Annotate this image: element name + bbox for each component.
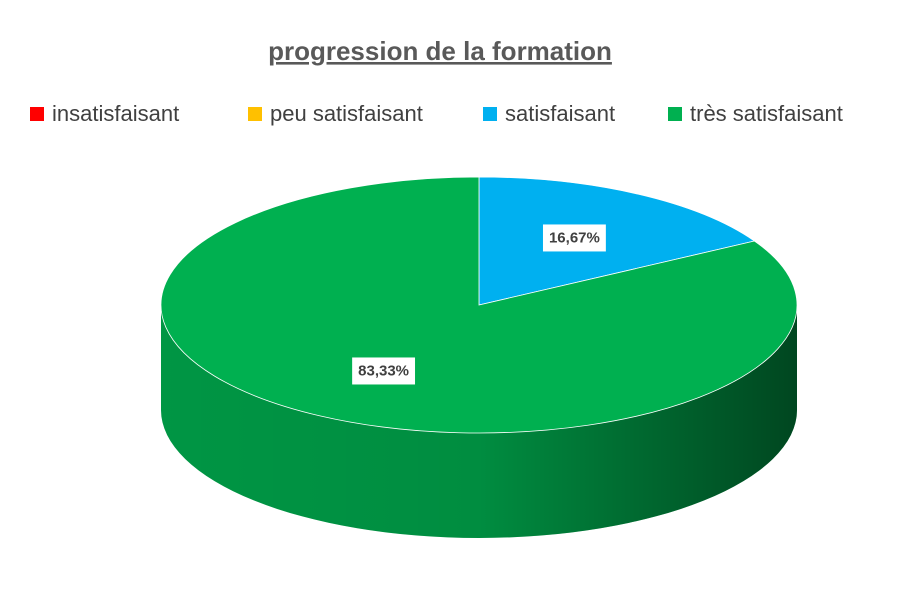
legend-label: insatisfaisant bbox=[52, 101, 179, 126]
legend-swatch bbox=[248, 107, 262, 121]
pie-slice bbox=[478, 176, 756, 306]
legend-label: peu satisfaisant bbox=[270, 101, 423, 126]
legend-swatch bbox=[668, 107, 682, 121]
legend-label: très satisfaisant bbox=[690, 101, 843, 126]
value-label: 16,67% bbox=[549, 229, 600, 246]
value-label-box bbox=[352, 357, 416, 385]
pie-side-shade bbox=[161, 305, 797, 538]
legend-swatch bbox=[483, 107, 497, 121]
legend-swatch bbox=[30, 107, 44, 121]
legend-label: satisfaisant bbox=[505, 101, 615, 126]
value-label-box bbox=[542, 224, 606, 252]
chart-title: progression de la formation bbox=[268, 36, 612, 66]
pie-slice bbox=[160, 176, 798, 434]
value-label: 83,33% bbox=[358, 362, 409, 379]
